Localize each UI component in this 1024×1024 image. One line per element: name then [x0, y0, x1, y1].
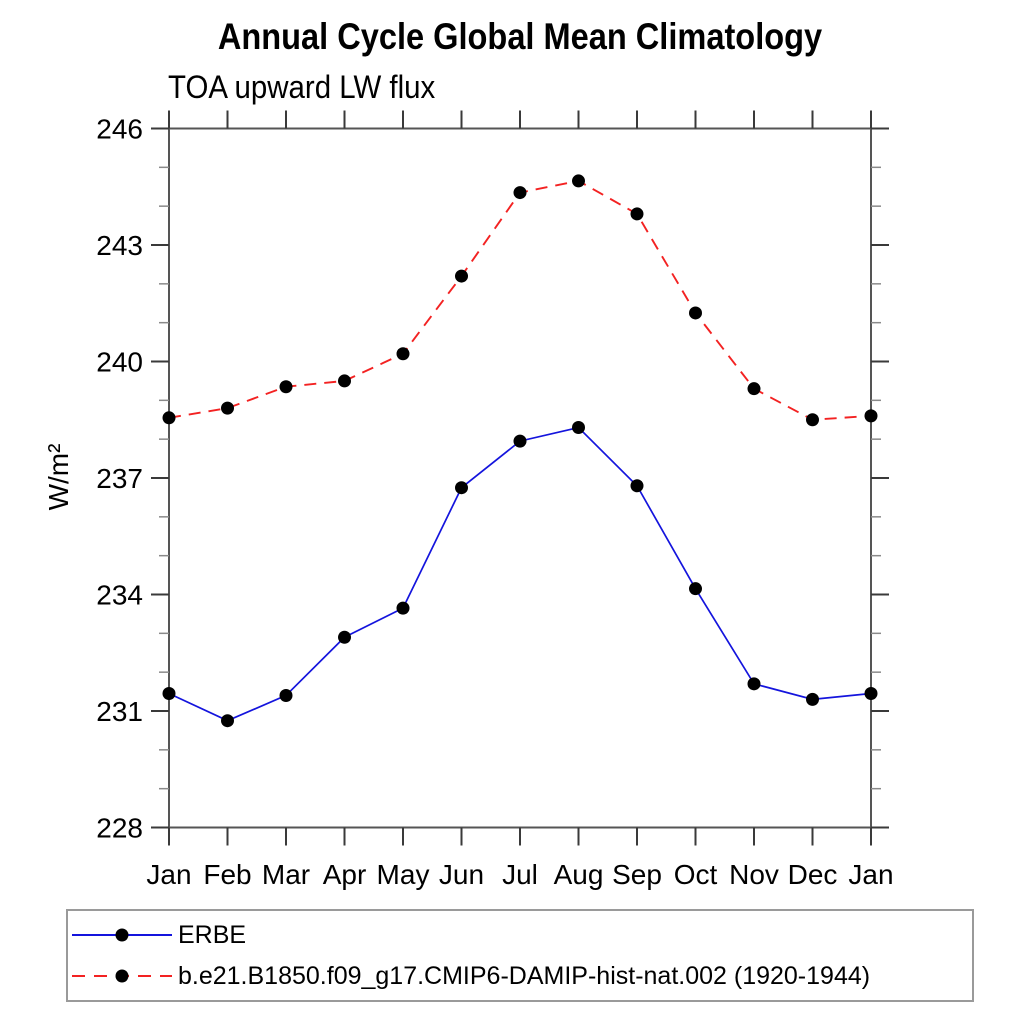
series-marker-erbe — [630, 479, 644, 493]
series-marker-model — [279, 380, 293, 394]
legend-item: b.e21.B1850.f09_g17.CMIP6-DAMIP-hist-nat… — [68, 959, 972, 993]
series-marker-model — [806, 413, 819, 427]
series-line-model — [168, 179, 872, 421]
legend-sample-line — [72, 969, 172, 983]
series-marker-erbe — [221, 714, 234, 728]
series-marker-erbe — [864, 687, 878, 701]
y-tick-label: 246 — [96, 114, 143, 145]
x-tick-label: Feb — [203, 859, 251, 890]
series-marker-erbe — [806, 692, 819, 706]
series-marker-erbe — [338, 630, 351, 644]
series-marker-model — [747, 382, 761, 396]
x-tick-label: Sep — [612, 859, 662, 890]
y-tick-label: 237 — [96, 463, 143, 494]
y-tick-label: 228 — [96, 813, 143, 844]
series-marker-erbe — [513, 434, 527, 448]
chart-subtitle: TOA upward LW flux — [168, 69, 436, 105]
series-marker-model — [162, 411, 176, 425]
series-marker-erbe — [747, 677, 761, 691]
x-tick-label: Jan — [146, 859, 191, 890]
legend-sample-line — [72, 928, 172, 942]
series-marker-model — [513, 186, 527, 200]
series-marker-model — [455, 269, 468, 283]
x-tick-label: May — [377, 859, 430, 890]
series-marker-erbe — [689, 582, 702, 596]
y-tick-label: 240 — [96, 347, 143, 378]
chart-title: Annual Cycle Global Mean Climatology — [217, 16, 823, 57]
legend-marker-icon — [115, 969, 129, 983]
x-tick-label: Jul — [502, 859, 538, 890]
legend-item: ERBE — [68, 918, 972, 952]
x-tick-label: Mar — [262, 859, 310, 890]
series-marker-erbe — [162, 687, 176, 701]
legend-marker-icon — [115, 928, 129, 942]
series-marker-model — [396, 347, 410, 361]
x-tick-label: Jun — [439, 859, 484, 890]
y-tick-label: 234 — [96, 580, 143, 611]
series-marker-erbe — [396, 601, 410, 615]
x-tick-label: Oct — [674, 859, 718, 890]
series-marker-erbe — [572, 421, 585, 435]
y-tick-label: 231 — [96, 696, 143, 727]
y-tick-label: 243 — [96, 230, 143, 261]
series-marker-model — [864, 409, 878, 423]
x-tick-label: Dec — [788, 859, 838, 890]
series-line-erbe — [168, 426, 872, 722]
x-tick-label: Aug — [554, 859, 604, 890]
legend-label: b.e21.B1850.f09_g17.CMIP6-DAMIP-hist-nat… — [178, 962, 871, 990]
x-tick-label: Apr — [323, 859, 367, 890]
series-marker-erbe — [455, 481, 468, 495]
x-tick-label: Jan — [848, 859, 893, 890]
series-marker-model — [689, 306, 702, 320]
legend-box: ERBE b.e21.B1850.f09_g17.CMIP6-DAMIP-hist… — [66, 909, 974, 1002]
series-marker-model — [630, 207, 644, 221]
series-marker-model — [572, 174, 585, 188]
series-marker-model — [338, 374, 351, 388]
series-marker-erbe — [279, 688, 293, 702]
legend-label: ERBE — [178, 921, 247, 949]
series-marker-model — [221, 401, 234, 415]
x-tick-label: Nov — [729, 859, 779, 890]
